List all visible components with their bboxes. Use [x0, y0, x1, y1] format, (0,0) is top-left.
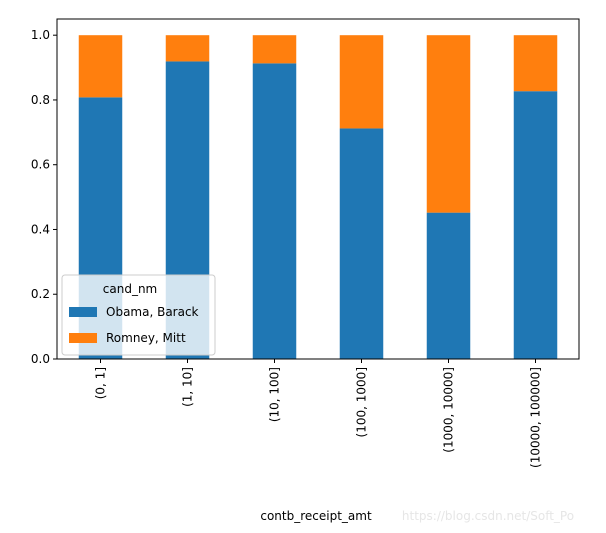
bar-segment	[78, 35, 123, 98]
y-tick-label: 0.8	[31, 93, 50, 107]
bar-segment	[165, 35, 210, 62]
legend-box	[61, 274, 216, 356]
bar-segment	[252, 35, 297, 64]
bar-segment	[339, 35, 384, 129]
x-axis-label: contb_receipt_amt	[260, 509, 372, 523]
legend-title: cand_nm	[103, 282, 157, 296]
y-tick-label: 0.4	[31, 222, 50, 236]
bar-segment	[252, 63, 297, 359]
legend: cand_nm Obama, Barack Romney, Mitt	[61, 274, 216, 356]
bar-segment	[339, 128, 384, 359]
legend-label: Obama, Barack	[106, 305, 199, 319]
x-tick-label: (0, 1]	[94, 367, 108, 399]
x-tick-label: (10000, 100000]	[529, 367, 543, 468]
plot-frame	[56, 18, 580, 360]
bar-segment	[426, 35, 471, 213]
y-tick-label: 1.0	[31, 28, 50, 42]
legend-swatch	[69, 307, 97, 317]
y-tick-label: 0.2	[31, 287, 50, 301]
y-tick-label: 0.6	[31, 158, 50, 172]
y-tick-label: 0.0	[31, 352, 50, 366]
x-tick-label: (1, 10]	[181, 367, 195, 407]
bar-segment	[513, 91, 558, 359]
watermark: https://blog.csdn.net/Soft_Po	[402, 509, 574, 523]
legend-label: Romney, Mitt	[106, 331, 186, 345]
x-tick-label: (10, 100]	[268, 367, 282, 422]
bar-segment	[426, 212, 471, 359]
legend-swatch	[69, 333, 97, 343]
bar-segment	[513, 35, 558, 92]
x-tick-label: (100, 1000]	[355, 367, 369, 437]
x-tick-label: (1000, 10000]	[442, 367, 456, 453]
